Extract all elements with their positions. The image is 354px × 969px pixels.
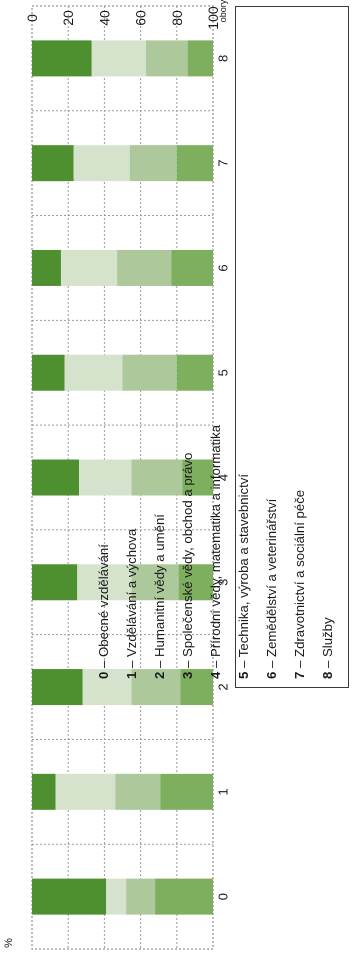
legend-item-5: 5 – Technika, výroba a stavebnictví <box>230 425 258 679</box>
bar-segment-5-2 <box>122 354 177 391</box>
category-label: 8 <box>216 55 231 62</box>
bar-segment-6-3 <box>171 249 213 286</box>
legend-item-number: 7 <box>292 671 307 679</box>
legend-item-number: 4 <box>208 671 223 679</box>
bar-segment-2-1 <box>82 669 132 706</box>
legend-item-label: – Humanitní vědy a umění <box>152 514 167 668</box>
legend-item-number: 0 <box>96 671 111 679</box>
bar-segment-0-0 <box>32 878 107 915</box>
legend-item-1: 1 – Vzdělávání a výchova <box>118 425 146 679</box>
category-label: 0 <box>216 893 231 900</box>
y-tick-label: 100 <box>205 6 221 30</box>
bar-segment-3-2 <box>131 564 179 601</box>
legend-item-label: – Služby <box>320 617 335 668</box>
bar-segment-5-3 <box>176 354 213 391</box>
bar-segment-8-3 <box>187 40 213 77</box>
legend-item-3: 3 – Společenské vědy, obchod a právo <box>174 425 202 679</box>
bar-segment-7-2 <box>129 145 177 182</box>
bar-segment-2-3 <box>180 669 213 706</box>
y-unit-label: % <box>3 938 15 948</box>
bar-segment-4-0 <box>32 459 80 496</box>
bar-segment-6-0 <box>32 249 61 286</box>
legend-item-number: 8 <box>320 671 335 679</box>
category-label: 7 <box>216 160 231 167</box>
bar-segment-4-1 <box>79 459 132 496</box>
y-tick-label: 20 <box>60 10 76 26</box>
bar-segment-1-0 <box>32 773 56 810</box>
y-tick-label: 40 <box>96 10 112 26</box>
bar-segment-5-1 <box>64 354 123 391</box>
bar-segment-0-3 <box>155 878 213 915</box>
legend-item-label: – Zdravotnictví a sociální péče <box>292 489 307 668</box>
y-tick-label: 60 <box>133 10 149 26</box>
bar-segment-6-2 <box>117 249 172 286</box>
bar-segment-4-3 <box>182 459 213 496</box>
legend-list: 0 – Obecné vzdělávání 1 – Vzdělávání a v… <box>90 425 342 679</box>
bar-segment-0-2 <box>126 878 156 915</box>
bar-segment-2-2 <box>131 669 181 706</box>
category-label: 6 <box>216 264 231 271</box>
legend-item-7: 7 – Zdravotnictví a sociální péče <box>286 425 314 679</box>
legend: 0 – Obecné vzdělávání 1 – Vzdělávání a v… <box>96 6 349 688</box>
bar-segment-1-1 <box>55 773 116 810</box>
bar-segment-1-3 <box>160 773 213 810</box>
legend-item-2: 2 – Humanitní vědy a umění <box>146 425 174 679</box>
bar-segment-2-0 <box>32 669 83 706</box>
legend-item-label: – Přírodní vědy, matematika a informatik… <box>208 424 223 668</box>
bar-segment-8-2 <box>146 40 188 77</box>
legend-item-6: 6 – Zemědělství a veterinářství <box>258 425 286 679</box>
bar-segment-8-1 <box>91 40 147 77</box>
bar-segment-7-0 <box>32 145 74 182</box>
legend-item-label: – Technika, výroba a stavebnictví <box>236 473 251 668</box>
bar-segment-5-0 <box>32 354 65 391</box>
legend-item-0: 0 – Obecné vzdělávání <box>90 425 118 679</box>
bar-segment-7-3 <box>176 145 213 182</box>
category-label: 1 <box>216 788 231 795</box>
legend-item-number: 1 <box>124 671 139 679</box>
bar-segment-8-0 <box>32 40 92 77</box>
legend-item-label: – Zemědělství a veterinářství <box>264 498 279 668</box>
y-tick-label: 0 <box>24 14 40 22</box>
category-label: 4 <box>216 474 231 481</box>
x-unit-label: obory <box>218 0 228 22</box>
legend-item-number: 5 <box>236 671 251 679</box>
bar-segment-3-1 <box>77 564 132 601</box>
bar-segment-3-0 <box>32 564 78 601</box>
category-label: 5 <box>216 369 231 376</box>
category-label: 3 <box>216 579 231 586</box>
legend-item-label: – Obecné vzdělávání <box>96 544 111 668</box>
bar-segment-0-1 <box>106 878 127 915</box>
bar-segment-7-1 <box>73 145 130 182</box>
legend-item-number: 3 <box>180 671 195 679</box>
bar-segment-3-3 <box>178 564 213 601</box>
legend-item-label: – Společenské vědy, obchod a právo <box>180 452 195 668</box>
bar-segment-6-1 <box>60 249 118 286</box>
legend-item-8: 8 – Služby <box>314 425 342 679</box>
y-tick-label: 80 <box>169 10 185 26</box>
legend-item-number: 6 <box>264 671 279 679</box>
legend-item-label: – Vzdělávání a výchova <box>124 528 139 668</box>
category-label: 2 <box>216 683 231 690</box>
bar-segment-1-2 <box>115 773 161 810</box>
bar-segment-4-2 <box>131 459 183 496</box>
legend-item-number: 2 <box>152 671 167 679</box>
legend-item-4: 4 – Přírodní vědy, matematika a informat… <box>202 425 230 679</box>
